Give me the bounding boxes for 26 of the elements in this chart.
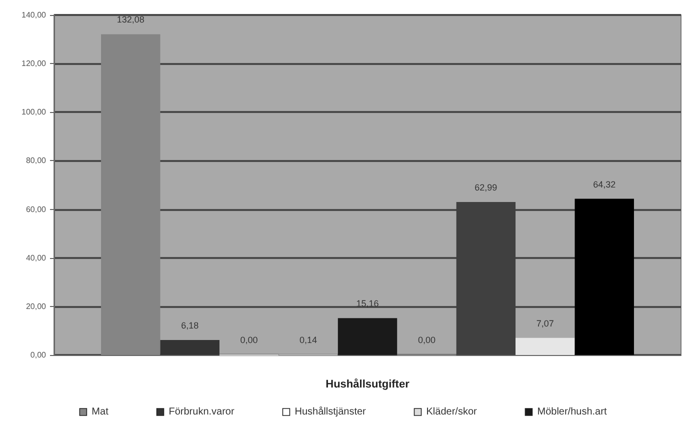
data-label: 64,32 xyxy=(593,179,616,190)
data-label: 0,00 xyxy=(240,335,258,345)
y-tick-label: 40,00 xyxy=(26,253,47,262)
bar xyxy=(516,338,575,355)
y-tick-label: 0,00 xyxy=(30,350,47,360)
data-label: 62,99 xyxy=(474,182,498,193)
y-tick-label: 100,00 xyxy=(22,108,47,117)
legend-label: Hushållstjänster xyxy=(294,406,367,418)
y-tick-label: 60,00 xyxy=(26,204,47,214)
x-axis-title: Hushållsutgifter xyxy=(326,378,410,390)
bar xyxy=(338,318,398,355)
y-tick-label: 120,00 xyxy=(22,59,47,68)
legend-label: Mat xyxy=(92,406,109,418)
bar xyxy=(160,340,220,355)
data-label: 132,08 xyxy=(116,14,144,25)
data-label: 7,07 xyxy=(536,318,554,328)
bar xyxy=(574,198,634,355)
data-label: 0,14 xyxy=(300,334,318,345)
legend-label: Förbrukn.varor xyxy=(168,406,235,418)
data-label: 0,00 xyxy=(418,335,436,345)
legend-label: Möbler/hush.art xyxy=(537,406,607,418)
y-tick-label: 80,00 xyxy=(26,156,47,166)
legend-label: Kläder/skor xyxy=(426,406,478,418)
data-label: 6,18 xyxy=(181,320,199,330)
y-tick-label: 20,00 xyxy=(26,302,47,311)
y-tick-label: 140,00 xyxy=(22,10,47,20)
